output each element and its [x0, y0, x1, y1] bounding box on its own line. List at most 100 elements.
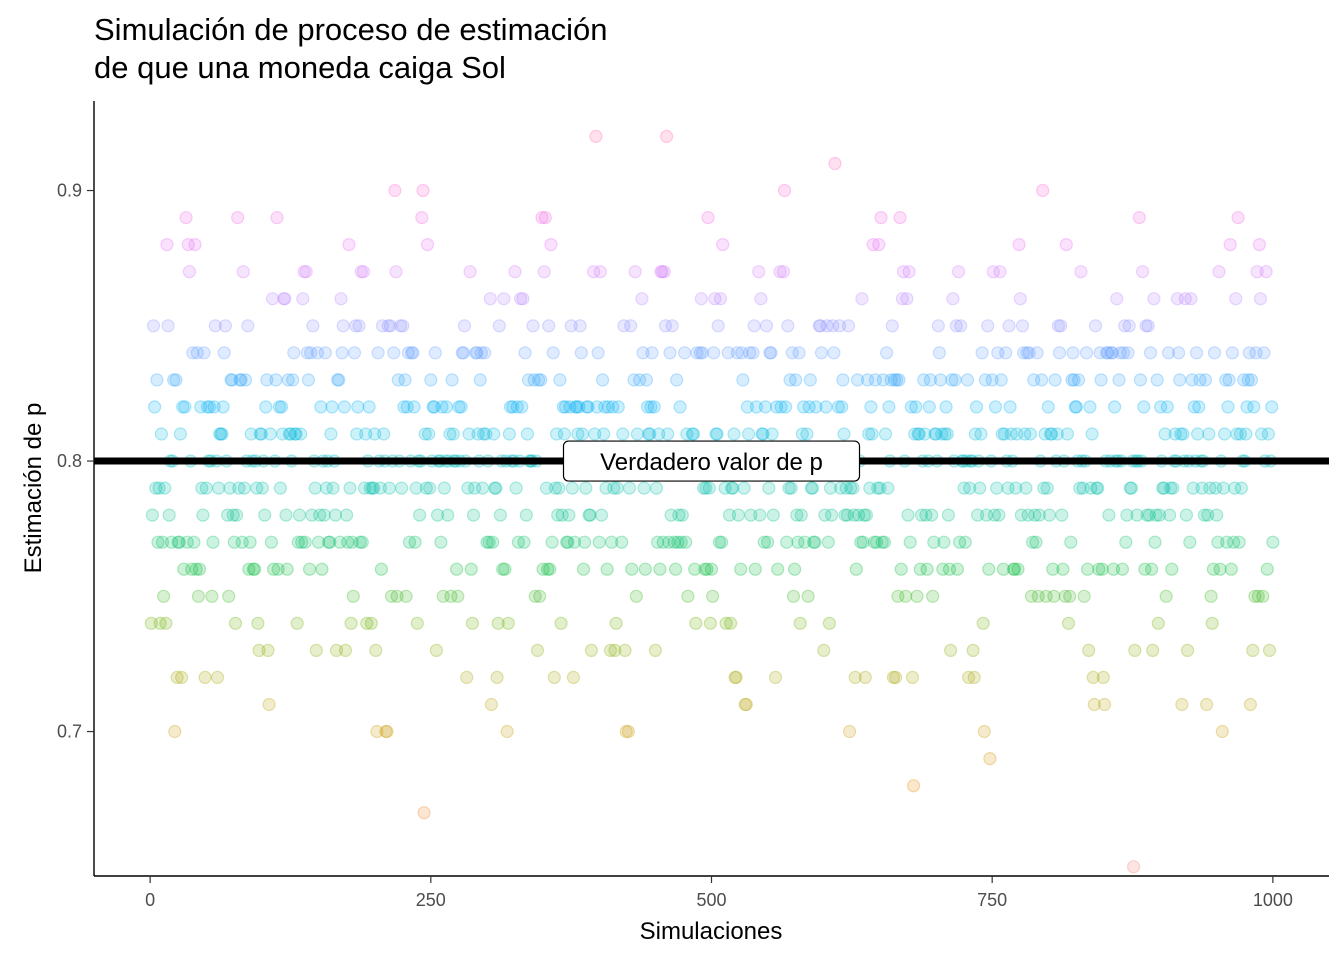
data-point — [990, 481, 1004, 495]
data-point — [1144, 562, 1159, 576]
data-point — [1121, 346, 1135, 360]
data-point — [251, 616, 265, 630]
data-point — [755, 427, 769, 441]
data-point — [511, 535, 526, 549]
data-point — [841, 319, 856, 333]
data-point — [1253, 292, 1268, 306]
data-point — [542, 319, 556, 333]
data-point — [831, 400, 846, 414]
data-point — [847, 508, 861, 522]
data-point — [976, 616, 990, 630]
data-point — [160, 238, 174, 252]
data-point — [1089, 481, 1104, 495]
data-point — [950, 562, 965, 576]
data-point — [322, 535, 336, 549]
data-point — [896, 265, 911, 279]
data-point — [722, 508, 737, 522]
data-point — [549, 427, 564, 441]
data-point — [1083, 400, 1097, 414]
data-point — [1221, 400, 1235, 414]
data-point — [347, 346, 362, 360]
data-point — [1230, 427, 1244, 441]
data-point — [943, 643, 958, 658]
y-tick-label: 0.8 — [57, 451, 82, 471]
data-point — [428, 346, 442, 360]
data-point — [337, 400, 351, 414]
data-point — [212, 481, 226, 495]
data-point — [638, 562, 652, 576]
data-point — [473, 373, 487, 387]
data-point — [410, 616, 424, 630]
data-point — [375, 319, 390, 333]
data-point — [668, 562, 683, 576]
data-point — [182, 265, 196, 279]
data-point — [153, 616, 167, 630]
data-point — [1032, 508, 1046, 522]
data-point — [961, 670, 976, 685]
data-point — [628, 265, 642, 279]
data-point — [547, 670, 561, 685]
data-point — [338, 643, 353, 658]
data-point — [789, 373, 803, 387]
data-point — [663, 346, 677, 360]
data-point — [234, 373, 248, 387]
data-point — [552, 481, 566, 495]
data-point — [1020, 346, 1034, 360]
data-point — [496, 562, 510, 576]
data-point — [188, 238, 202, 252]
data-point — [714, 535, 729, 549]
data-point — [848, 670, 862, 685]
data-point — [290, 616, 304, 630]
data-point — [794, 508, 808, 522]
data-point — [748, 562, 762, 576]
data-point — [1063, 589, 1077, 603]
data-point — [1256, 589, 1270, 603]
data-point — [423, 481, 437, 495]
data-point — [280, 562, 294, 576]
data-point — [381, 319, 395, 333]
data-point — [662, 535, 676, 549]
data-point — [1225, 346, 1240, 360]
data-point — [969, 400, 984, 414]
data-point — [572, 400, 586, 414]
data-point — [221, 508, 235, 522]
data-point — [235, 535, 249, 549]
data-point — [729, 670, 743, 685]
data-point — [397, 400, 411, 414]
data-point — [1201, 508, 1215, 522]
data-point — [665, 319, 679, 333]
data-point — [786, 589, 801, 603]
data-point — [488, 481, 502, 495]
data-point — [1047, 589, 1061, 603]
data-point — [1228, 481, 1242, 495]
data-point — [738, 697, 752, 712]
data-point — [911, 427, 925, 441]
data-point — [690, 346, 704, 360]
data-point — [970, 508, 985, 522]
data-point — [300, 346, 314, 360]
data-point — [230, 508, 244, 522]
data-point — [501, 616, 515, 630]
data-point — [900, 292, 914, 306]
data-point — [580, 400, 594, 414]
data-point — [801, 589, 815, 603]
data-point — [292, 508, 307, 522]
data-point — [482, 535, 496, 549]
data-point — [941, 508, 956, 522]
data-point — [416, 183, 430, 198]
data-point — [960, 373, 975, 387]
data-point — [463, 265, 477, 279]
data-point — [776, 265, 791, 279]
data-point — [846, 481, 860, 495]
data-point — [768, 670, 783, 685]
data-point — [231, 211, 245, 225]
data-point — [480, 535, 494, 549]
data-point — [439, 400, 454, 414]
data-point — [869, 535, 884, 549]
data-point — [1037, 481, 1051, 495]
data-point — [283, 427, 298, 441]
data-point — [1257, 346, 1271, 360]
data-point — [827, 346, 841, 360]
data-point — [756, 427, 770, 441]
